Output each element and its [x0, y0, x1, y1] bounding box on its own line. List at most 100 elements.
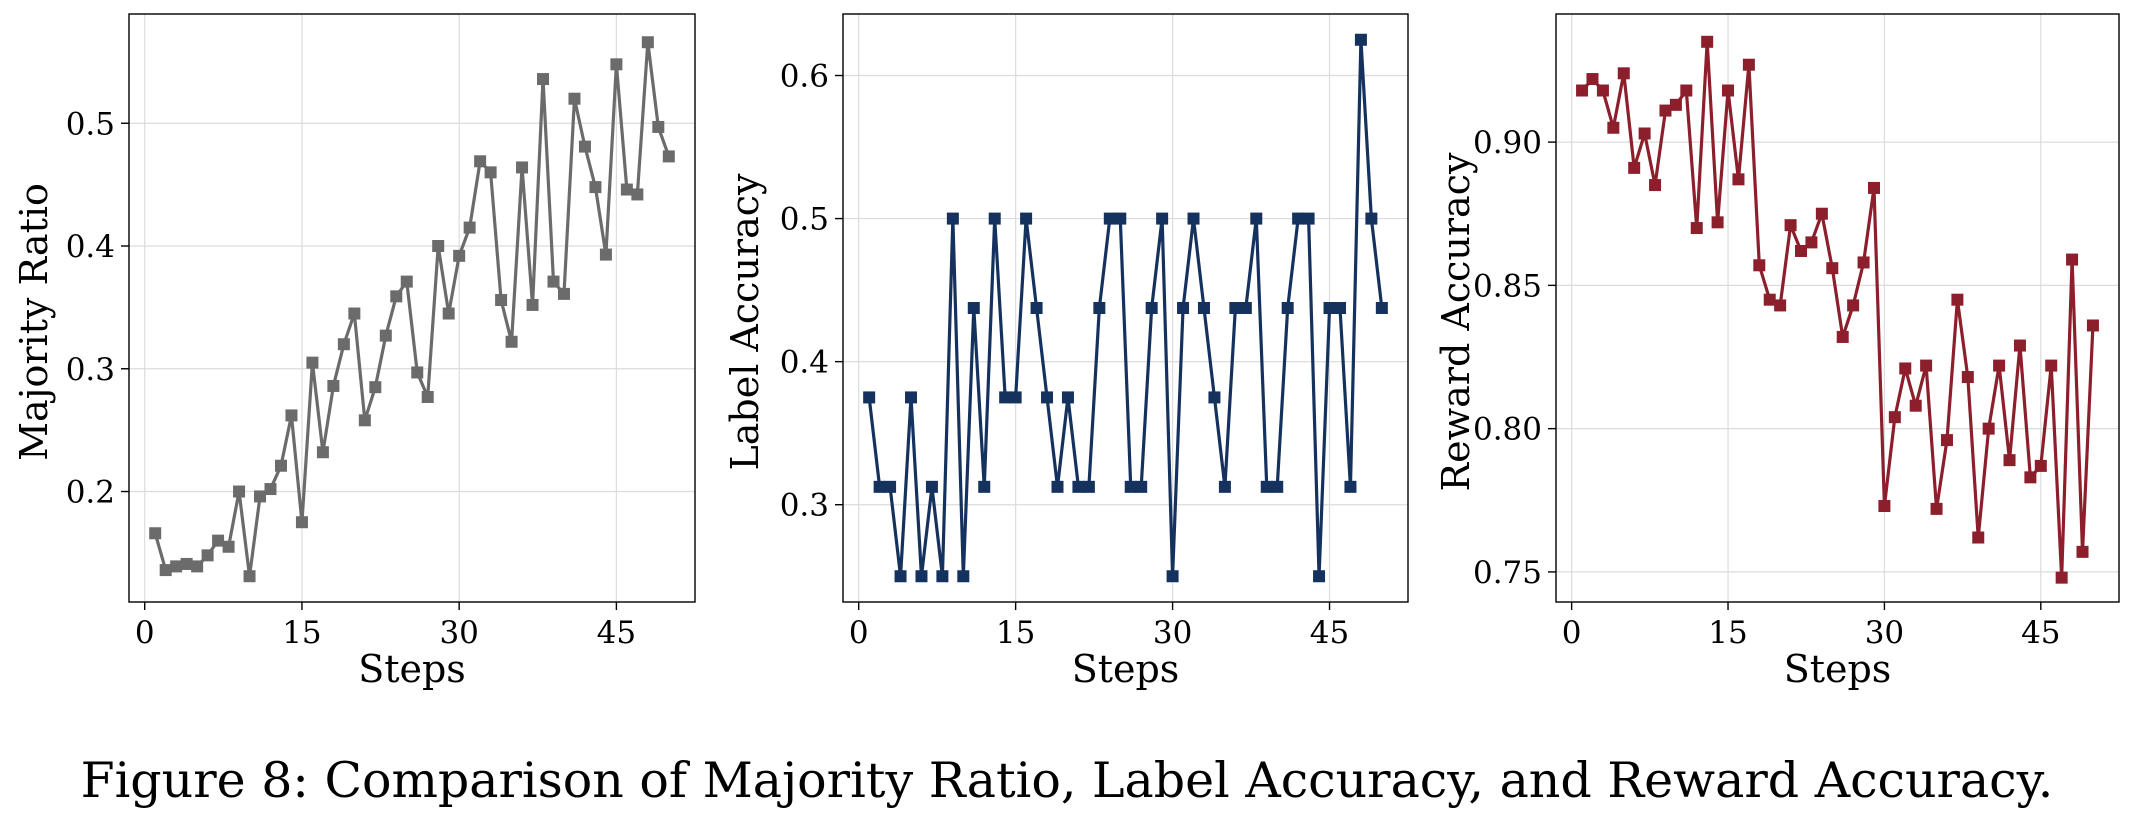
data-point — [2045, 359, 2058, 372]
data-point — [1628, 161, 1641, 174]
data-point — [1114, 212, 1127, 225]
data-point — [1972, 531, 1985, 544]
data-point — [358, 414, 371, 427]
data-point — [1805, 236, 1818, 249]
data-point — [905, 391, 918, 404]
x-tick-label: 15 — [996, 615, 1035, 651]
y-tick-label: 0.2 — [66, 475, 115, 511]
data-point — [1596, 84, 1609, 97]
data-point — [495, 294, 508, 307]
data-point — [1239, 302, 1252, 314]
data-point — [1218, 480, 1231, 493]
data-point — [557, 287, 570, 300]
data-point — [1826, 262, 1839, 275]
data-point — [925, 480, 938, 493]
data-point — [1197, 302, 1210, 314]
data-point — [1847, 299, 1860, 312]
x-tick-label: 0 — [849, 615, 869, 651]
data-point — [1292, 212, 1305, 225]
data-point — [1649, 179, 1662, 192]
data-point — [295, 516, 308, 529]
data-point — [505, 335, 518, 348]
data-point — [2034, 459, 2047, 472]
data-point — [631, 188, 644, 201]
data-point — [1061, 391, 1074, 404]
data-point — [327, 379, 340, 392]
data-point — [2013, 339, 2026, 352]
data-point — [537, 73, 550, 86]
data-point — [1229, 302, 1242, 314]
y-tick-label: 0.85 — [1473, 268, 1542, 304]
data-point — [1333, 302, 1346, 314]
data-point — [306, 356, 319, 369]
data-point — [1993, 359, 2006, 372]
data-point — [1344, 480, 1357, 493]
data-point — [1638, 127, 1651, 140]
data-point — [1020, 212, 1033, 225]
data-point — [1669, 98, 1682, 111]
x-tick-label: 45 — [2021, 615, 2060, 651]
x-axis-label: Steps — [1784, 647, 1892, 691]
data-point — [1103, 212, 1116, 225]
data-point — [453, 249, 466, 262]
data-point — [442, 307, 455, 320]
data-point — [484, 166, 497, 179]
data-point — [180, 557, 193, 570]
data-point — [1742, 58, 1755, 71]
majority-ratio-chart: 0 15 30 45 0.2 0.3 0.4 0.5 Steps Majority Ratio — [12, 13, 696, 691]
data-point — [620, 183, 633, 196]
data-point — [1680, 84, 1693, 97]
data-point — [946, 212, 959, 225]
data-point — [1899, 362, 1912, 375]
data-point — [1659, 104, 1672, 117]
data-point — [1082, 480, 1095, 493]
data-point — [863, 391, 876, 404]
label-accuracy-chart: 0 15 30 45 0.3 0.4 0.5 0.6 Steps Label Accuracy — [723, 13, 1409, 691]
data-point — [1323, 302, 1336, 314]
data-point — [1145, 302, 1158, 314]
data-point — [1354, 33, 1367, 46]
data-point — [957, 570, 970, 583]
data-point — [474, 155, 487, 168]
data-point — [589, 181, 602, 194]
data-point — [1009, 391, 1022, 404]
data-point — [1271, 480, 1284, 493]
data-point — [2076, 545, 2089, 558]
data-point — [2003, 454, 2016, 467]
data-point — [1711, 216, 1724, 229]
x-tick-label: 0 — [1562, 615, 1582, 651]
data-point — [988, 212, 1001, 225]
data-point — [1920, 359, 1933, 372]
data-point — [369, 381, 382, 394]
data-point — [1051, 480, 1064, 493]
data-point — [1732, 173, 1745, 186]
data-point — [1156, 212, 1169, 225]
plot-frame — [842, 13, 1409, 603]
data-point — [1208, 391, 1221, 404]
data-point — [568, 92, 581, 105]
data-point — [2086, 319, 2099, 332]
data-point — [390, 290, 403, 303]
plot-frame — [128, 13, 696, 603]
data-point — [1041, 391, 1054, 404]
y-tick-label: 0.3 — [66, 352, 115, 388]
data-point — [1586, 73, 1599, 86]
data-point — [2024, 471, 2037, 484]
x-tick-label: 45 — [597, 615, 636, 651]
data-point — [1177, 302, 1190, 314]
data-point — [1982, 422, 1995, 435]
data-point — [547, 275, 560, 288]
data-point — [1888, 411, 1901, 424]
series-line — [867, 38, 1384, 578]
y-tick-label: 0.80 — [1473, 412, 1542, 448]
data-point — [1836, 330, 1849, 343]
x-axis-label: Steps — [1072, 647, 1180, 691]
data-point — [1857, 256, 1870, 269]
series-line — [153, 40, 671, 578]
data-point — [337, 338, 350, 351]
data-point — [1030, 302, 1043, 314]
data-point — [1375, 302, 1388, 314]
data-point — [274, 459, 287, 472]
data-point — [894, 570, 907, 583]
